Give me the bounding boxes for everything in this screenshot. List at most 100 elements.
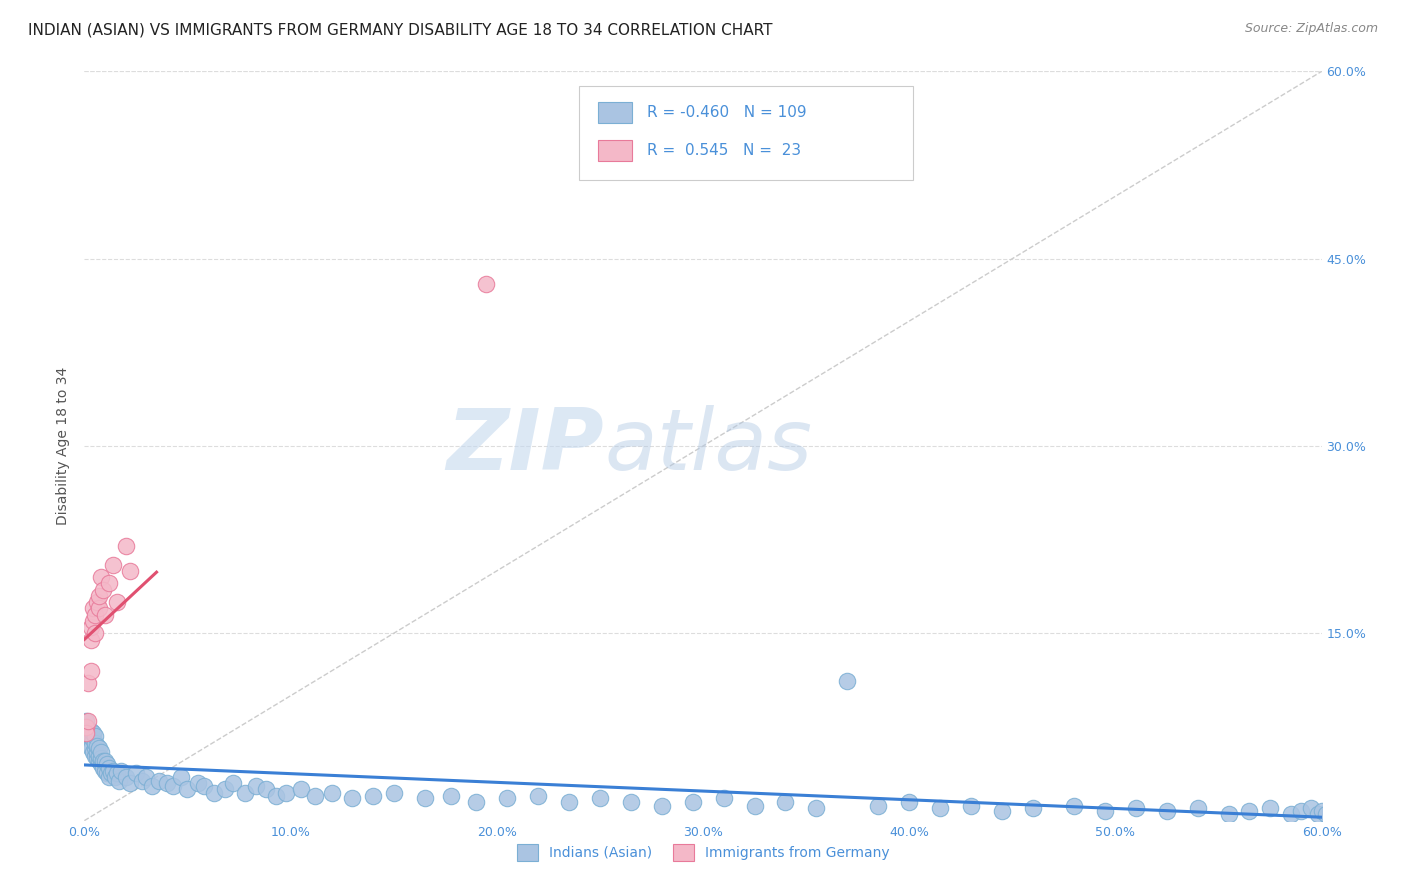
Point (1306, 807, 1329, 822)
Point (108, 773, 131, 788)
Point (382, 786, 405, 800)
Point (193, 779, 215, 793)
Point (162, 779, 184, 793)
Point (82, 732, 104, 747)
Point (413, 791, 436, 805)
Point (83, 729, 105, 743)
Point (304, 789, 326, 803)
Point (75, 723, 97, 738)
Point (898, 795, 921, 809)
Point (118, 564, 141, 578)
Point (98, 576, 121, 591)
Legend: Indians (Asian), Immigrants from Germany: Indians (Asian), Immigrants from Germany (512, 838, 894, 866)
Point (90, 570, 112, 584)
Point (1239, 804, 1261, 818)
Point (1347, 810, 1369, 824)
Point (245, 779, 267, 793)
Point (1156, 804, 1178, 818)
Text: Source: ZipAtlas.com: Source: ZipAtlas.com (1244, 22, 1378, 36)
Point (1063, 798, 1085, 813)
Point (82, 614, 104, 628)
Text: atlas: atlas (605, 404, 813, 488)
Point (991, 804, 1014, 818)
Point (96, 766, 118, 780)
Point (91, 761, 114, 775)
Point (1279, 807, 1302, 822)
Point (83, 626, 105, 640)
Point (86, 751, 108, 765)
Point (86, 739, 108, 753)
Point (214, 782, 236, 797)
Point (98, 761, 121, 775)
Point (82, 745, 104, 759)
Point (713, 791, 735, 805)
Point (202, 786, 225, 800)
Point (1336, 804, 1358, 818)
FancyBboxPatch shape (598, 102, 633, 123)
Point (1351, 804, 1374, 818)
Point (321, 786, 343, 800)
Point (960, 798, 983, 813)
Point (104, 770, 127, 784)
Point (264, 789, 287, 803)
Point (1315, 807, 1337, 822)
Point (91, 582, 114, 597)
Point (75, 726, 97, 740)
Point (118, 776, 141, 790)
FancyBboxPatch shape (598, 139, 633, 161)
Point (90, 751, 112, 765)
Point (77, 732, 100, 747)
FancyBboxPatch shape (579, 87, 914, 180)
Point (1218, 807, 1240, 822)
Point (114, 539, 136, 553)
Point (75, 714, 97, 728)
Point (77, 676, 100, 690)
Point (105, 766, 128, 780)
Point (276, 786, 298, 800)
Text: R =  0.545   N =  23: R = 0.545 N = 23 (647, 143, 801, 158)
Point (1355, 807, 1378, 822)
Point (465, 795, 488, 809)
Point (929, 801, 952, 815)
Point (77, 714, 100, 728)
Point (131, 773, 153, 788)
Point (87, 754, 110, 768)
Point (620, 795, 643, 809)
Point (1094, 804, 1116, 818)
Point (141, 779, 163, 793)
Point (87, 741, 110, 756)
Point (91, 754, 114, 768)
Point (527, 789, 550, 803)
Point (290, 782, 312, 797)
Point (475, 277, 498, 291)
Point (868, 798, 890, 813)
Point (1022, 801, 1045, 815)
Point (87, 748, 110, 763)
Point (837, 673, 859, 688)
Point (1310, 804, 1333, 818)
Point (94, 764, 117, 778)
Point (806, 801, 828, 815)
Point (87, 601, 110, 615)
Point (103, 764, 125, 778)
Point (496, 791, 519, 805)
Point (83, 736, 105, 750)
Point (105, 595, 128, 609)
Point (222, 776, 245, 790)
Point (233, 786, 256, 800)
Point (135, 770, 157, 784)
Point (75, 720, 97, 734)
Point (86, 745, 108, 759)
Point (156, 776, 179, 790)
Point (79, 729, 101, 743)
Point (1289, 804, 1312, 818)
Point (1301, 801, 1323, 815)
Point (114, 770, 136, 784)
Point (83, 607, 105, 622)
Y-axis label: Disability Age 18 to 34: Disability Age 18 to 34 (56, 367, 70, 525)
Text: ZIP: ZIP (446, 404, 605, 488)
Point (82, 726, 104, 740)
Point (170, 770, 193, 784)
Point (83, 741, 105, 756)
Text: INDIAN (ASIAN) VS IMMIGRANTS FROM GERMANY DISABILITY AGE 18 TO 34 CORRELATION CH: INDIAN (ASIAN) VS IMMIGRANTS FROM GERMAN… (28, 22, 773, 37)
